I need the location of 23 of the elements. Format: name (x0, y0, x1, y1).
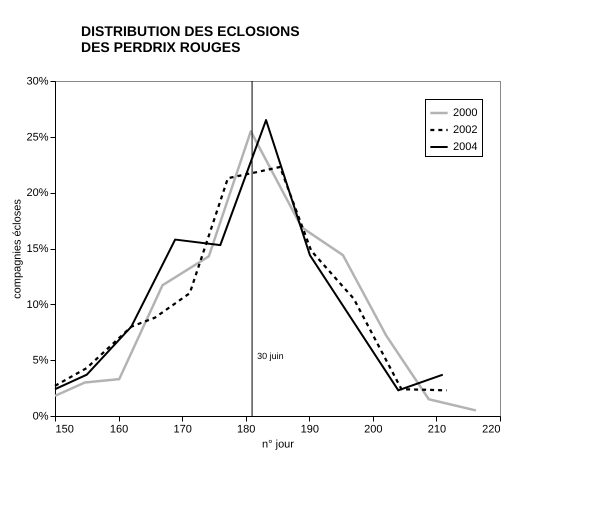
x-tick-label: 180 (237, 424, 256, 436)
text: DES PERDRIX ROUGES (80, 39, 240, 55)
x-tick-label: 170 (173, 424, 192, 436)
x-tick-label: 190 (300, 424, 319, 436)
y-tick-label: 25% (26, 131, 49, 144)
ref-line-label: 30 juin (257, 351, 284, 361)
y-axis-title: compagnies écloses (11, 198, 24, 299)
y-tick-label: 5% (32, 354, 49, 367)
y-tick-label: 0% (32, 410, 49, 422)
y-tick-label: 20% (26, 187, 49, 200)
y-tick-label: 15% (26, 243, 49, 255)
legend-label: 2000 (453, 107, 478, 119)
x-tick-label: 220 (482, 424, 500, 436)
x-tick-label: 210 (428, 424, 446, 436)
x-tick-label: 200 (364, 424, 383, 436)
x-tick-label: 160 (110, 424, 128, 436)
y-tick-label: 30% (26, 76, 49, 88)
x-axis-title: n° jour (262, 438, 294, 450)
x-tick-label: 150 (56, 424, 74, 436)
y-tick-label: 10% (26, 298, 49, 311)
legend-label: 2002 (453, 124, 478, 136)
text: DISTRIBUTION DES ECLOSIONS (80, 23, 300, 39)
legend-label: 2004 (453, 141, 478, 153)
